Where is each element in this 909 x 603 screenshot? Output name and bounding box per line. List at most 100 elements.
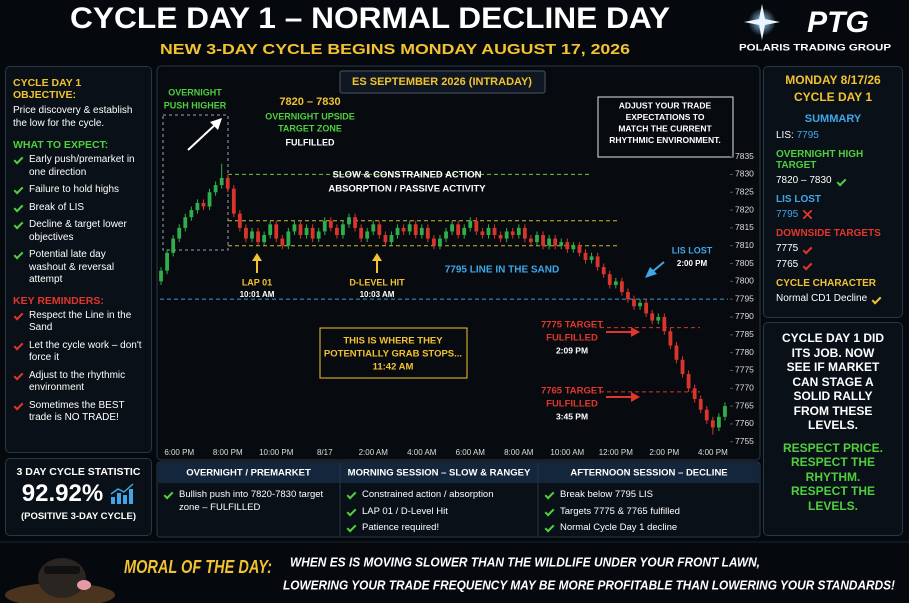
y-tick-label: 7785 bbox=[735, 329, 754, 339]
candle-body bbox=[717, 416, 721, 428]
x-tick-label: 2:00 PM bbox=[649, 448, 679, 457]
adjust-box bbox=[597, 96, 734, 158]
text-line: RESPECT THE bbox=[790, 484, 875, 498]
candle-body bbox=[213, 185, 218, 193]
annotation: FULFILLED bbox=[546, 399, 598, 410]
y-tick-label: 7780 bbox=[735, 347, 754, 357]
stat-heading: 3 DAY CYCLE STATISTIC bbox=[16, 466, 141, 478]
heading: LIS LOST bbox=[776, 194, 821, 205]
list-item: Constrained action / absorption bbox=[346, 489, 532, 502]
list-item: Early push/premarket in one direction bbox=[13, 154, 144, 179]
candle-body bbox=[553, 238, 558, 246]
check-icon bbox=[544, 506, 555, 516]
candle-body bbox=[462, 227, 467, 236]
moral-line: LOWERING YOUR TRADE FREQUENCY MAY BE MOR… bbox=[283, 577, 896, 592]
candle-body bbox=[365, 231, 370, 239]
candle-body bbox=[456, 224, 461, 236]
arrow bbox=[651, 261, 665, 273]
candle-body bbox=[165, 252, 169, 271]
item-text: Respect the Line in the Sand bbox=[29, 309, 132, 334]
candle-body bbox=[680, 359, 685, 375]
candle-body bbox=[425, 227, 430, 239]
annotation: 7765 TARGET bbox=[541, 386, 603, 397]
y-tick-label: 7800 bbox=[735, 276, 754, 286]
item-text: Break of LIS bbox=[29, 201, 85, 213]
heading: CYCLE DAY 1 OBJECTIVE: bbox=[13, 77, 82, 101]
value: 7775 bbox=[776, 243, 799, 254]
check-icon bbox=[802, 244, 813, 254]
check-icon bbox=[346, 506, 357, 516]
arrow-head bbox=[210, 118, 222, 130]
list-item: Break below 7795 LIS bbox=[544, 489, 754, 502]
candle-body bbox=[565, 242, 570, 250]
annotation: D-LEVEL HIT bbox=[349, 277, 405, 287]
moral-label: MORAL OF THE DAY: bbox=[124, 557, 272, 577]
row: 7795 bbox=[776, 209, 890, 220]
candle-body bbox=[298, 224, 303, 236]
candle-body bbox=[177, 227, 182, 239]
check-icon bbox=[163, 489, 174, 500]
candle-body bbox=[522, 227, 527, 239]
row: 7820 – 7830 bbox=[776, 175, 890, 186]
item-text: Bullish push into 7820-7830 target zone … bbox=[179, 489, 324, 513]
candle-body bbox=[432, 238, 436, 246]
chart-title-box bbox=[339, 70, 546, 94]
text-line: SOLID RALLY bbox=[793, 389, 873, 403]
list-item: Decline & target lower objectives bbox=[13, 219, 144, 244]
check-icon bbox=[13, 154, 24, 165]
annotation: 3:45 PM bbox=[556, 411, 588, 421]
candle-body bbox=[195, 202, 200, 211]
x-tick-label: 8:00 AM bbox=[504, 448, 534, 457]
list-item: Adjust to the rhythmic environment bbox=[13, 370, 144, 395]
candle-body bbox=[607, 274, 612, 285]
candle-body bbox=[413, 224, 418, 236]
annotation: 2:00 PM bbox=[677, 259, 708, 268]
label: LIS: bbox=[776, 130, 794, 141]
annotation: 11:42 AM bbox=[373, 362, 414, 373]
arrow-head bbox=[631, 392, 640, 402]
y-tick-label: 7810 bbox=[735, 240, 754, 250]
text-line: SEE IF MARKET bbox=[786, 360, 880, 374]
annotation: OVERNIGHT UPSIDE bbox=[265, 111, 355, 121]
candle-body bbox=[692, 388, 697, 399]
candle-body bbox=[504, 231, 509, 239]
row: 7775 bbox=[776, 243, 890, 254]
candle-body bbox=[644, 302, 649, 314]
list-item: Break of LIS bbox=[13, 202, 144, 215]
candle-body bbox=[656, 316, 661, 321]
item-text: Early push/premarket in one direction bbox=[29, 154, 135, 178]
right-panel: MONDAY 8/17/26 CYCLE DAY 1 SUMMARY LIS: … bbox=[763, 66, 903, 318]
value: 7795 bbox=[796, 130, 819, 141]
candle-body bbox=[183, 217, 188, 228]
sessions-header bbox=[158, 463, 759, 483]
candle-body bbox=[371, 224, 376, 232]
candle-body bbox=[419, 227, 424, 236]
text-line: RESPECT THE bbox=[790, 455, 875, 469]
y-tick-label: 7775 bbox=[735, 365, 754, 375]
candle-body bbox=[359, 227, 364, 239]
x-tick-label: 6:00 AM bbox=[456, 448, 486, 457]
candle-body bbox=[401, 227, 406, 232]
candle-body bbox=[668, 331, 673, 346]
day: CYCLE DAY 1 bbox=[793, 90, 873, 104]
candle-body bbox=[601, 267, 606, 275]
item-text: Adjust to the rhythmic environment bbox=[29, 369, 126, 394]
annotation: SLOW & CONSTRAINED ACTION bbox=[332, 170, 481, 181]
text-line: FROM THESE bbox=[793, 403, 873, 418]
candle-body bbox=[583, 252, 588, 260]
list: Respect the Line in the Sand Let the cycl… bbox=[13, 310, 144, 425]
candle-body bbox=[632, 299, 636, 307]
list-item: Targets 7775 & 7765 fulfilled bbox=[544, 506, 754, 519]
candle-body bbox=[468, 220, 473, 228]
y-tick-label: 7825 bbox=[735, 186, 754, 196]
candle-body bbox=[304, 227, 309, 236]
candle-body bbox=[171, 238, 176, 253]
session-heading: MORNING SESSION – SLOW & RANGEY bbox=[348, 468, 531, 479]
x-tick-label: 6:00 PM bbox=[164, 448, 194, 457]
summary-heading: SUMMARY bbox=[804, 113, 862, 125]
heading: WHAT TO EXPECT: bbox=[13, 139, 109, 151]
message: CYCLE DAY 1 DID ITS JOB. NOW SEE IF MARKET… bbox=[764, 331, 902, 433]
candle-body bbox=[571, 245, 576, 250]
